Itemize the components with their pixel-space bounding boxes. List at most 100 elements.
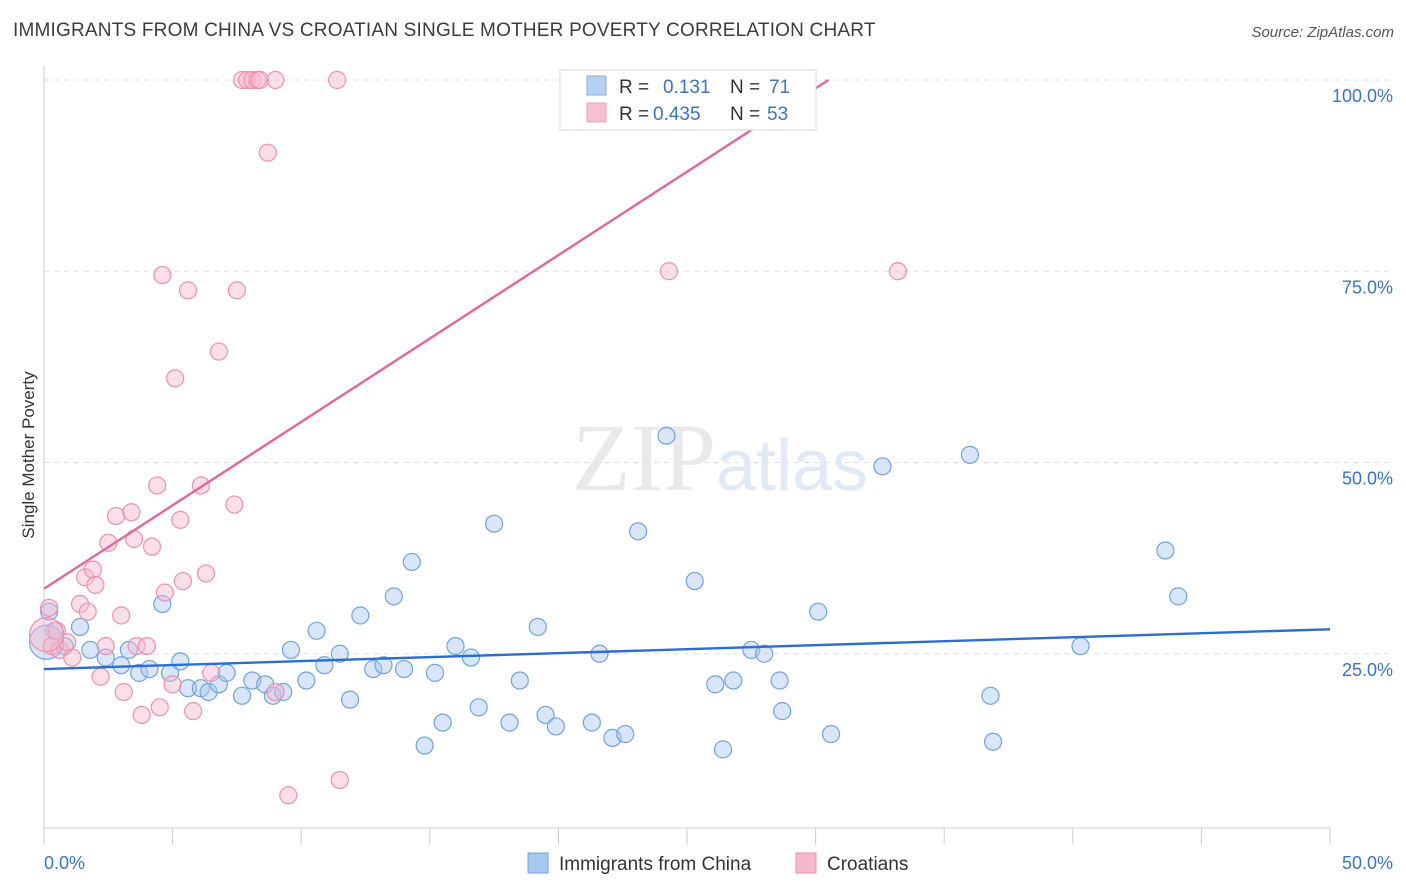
data-point <box>415 736 434 755</box>
data-point <box>394 659 414 679</box>
data-point <box>500 713 519 732</box>
data-point <box>153 265 172 285</box>
y-tick-label: 100.0% <box>1332 86 1393 106</box>
correlation-legend: R = 0.131 N = 71 R = 0.435 N = 53 <box>559 69 817 131</box>
data-point <box>274 682 293 702</box>
data-point <box>63 648 82 667</box>
ticks: 25.0% 50.0% 75.0% 100.0% 0.0% 50.0% <box>43 86 1393 873</box>
data-point <box>163 675 182 694</box>
data-point <box>150 698 169 717</box>
chart-title: IMMIGRANTS FROM CHINA VS CROATIAN SINGLE… <box>13 20 876 41</box>
data-point <box>148 476 167 495</box>
source-note: Source: ZipAtlas.com <box>1251 24 1394 41</box>
series-croatians-points <box>28 70 908 805</box>
data-point <box>171 510 190 529</box>
data-point <box>70 617 90 637</box>
data-point <box>238 70 257 90</box>
trend-line-china <box>43 628 1331 671</box>
legend-r-value-china: 0.131 <box>663 77 711 98</box>
data-point <box>281 640 301 660</box>
data-point <box>225 495 244 514</box>
data-point <box>706 675 725 694</box>
data-point <box>178 679 198 698</box>
data-point <box>209 342 228 361</box>
data-point <box>402 552 421 572</box>
data-point <box>616 724 635 744</box>
data-point <box>773 702 792 721</box>
data-point <box>425 663 445 682</box>
data-point <box>232 686 252 705</box>
data-point <box>91 667 110 686</box>
data-point <box>81 640 100 660</box>
data-point <box>184 702 203 721</box>
data-point <box>755 644 774 663</box>
data-point <box>130 663 149 682</box>
x-tick-label-max: 50.0% <box>1342 853 1393 873</box>
gridlines <box>44 79 1392 655</box>
series-legend-label-croatians: Croatians <box>827 854 908 875</box>
y-tick-label: 25.0% <box>1342 660 1393 680</box>
data-point <box>106 506 126 526</box>
data-point <box>659 262 679 281</box>
data-point <box>86 575 105 595</box>
y-tick-label: 75.0% <box>1342 277 1393 297</box>
data-point <box>166 369 185 388</box>
data-point <box>330 644 349 663</box>
data-point <box>83 560 102 579</box>
data-point <box>114 682 133 702</box>
data-point <box>112 606 131 625</box>
data-point <box>40 602 59 621</box>
data-point <box>137 636 156 656</box>
data-point <box>40 598 59 617</box>
data-point <box>536 705 555 725</box>
data-point <box>582 713 601 732</box>
y-axis-title: Single Mother Poverty <box>19 371 38 539</box>
data-point <box>528 617 547 637</box>
legend-r-label-croatians: R = <box>619 104 649 125</box>
data-point <box>171 652 190 671</box>
data-point <box>364 659 383 679</box>
data-point <box>888 262 908 281</box>
data-point <box>112 656 131 675</box>
data-point <box>724 671 743 690</box>
data-point <box>1169 587 1188 606</box>
data-point <box>178 281 198 300</box>
series-legend-label-china: Immigrants from China <box>559 854 752 875</box>
legend-r-label-china: R = <box>619 77 649 98</box>
data-point <box>279 786 298 805</box>
data-point <box>510 671 529 690</box>
data-point <box>155 583 174 602</box>
data-point <box>469 698 488 717</box>
data-point <box>340 690 360 709</box>
data-point <box>142 537 162 556</box>
data-point <box>76 568 95 587</box>
data-point <box>546 717 565 736</box>
data-point <box>590 644 609 663</box>
data-point <box>809 602 828 621</box>
data-points <box>28 70 1188 805</box>
data-point <box>981 686 1000 705</box>
data-point <box>266 682 285 702</box>
data-point <box>28 617 65 653</box>
legend-n-label-china: N = <box>730 77 760 98</box>
data-point <box>1156 541 1175 560</box>
data-point <box>1071 636 1090 656</box>
legend-swatch-china <box>586 75 607 96</box>
data-point <box>132 705 151 725</box>
data-point <box>202 663 221 682</box>
data-point <box>153 594 172 614</box>
data-point <box>960 445 980 464</box>
data-point <box>461 648 481 667</box>
series-legend: Immigrants from China Croatians <box>527 852 908 875</box>
data-point <box>227 281 246 300</box>
legend-n-value-croatians: 53 <box>767 104 788 125</box>
data-point <box>983 732 1003 751</box>
data-point <box>196 564 216 583</box>
data-point <box>297 671 316 690</box>
data-point <box>629 522 648 541</box>
data-point <box>173 571 192 591</box>
data-point <box>217 663 236 682</box>
data-point <box>122 503 141 522</box>
data-point <box>266 70 285 90</box>
data-point <box>140 659 159 679</box>
